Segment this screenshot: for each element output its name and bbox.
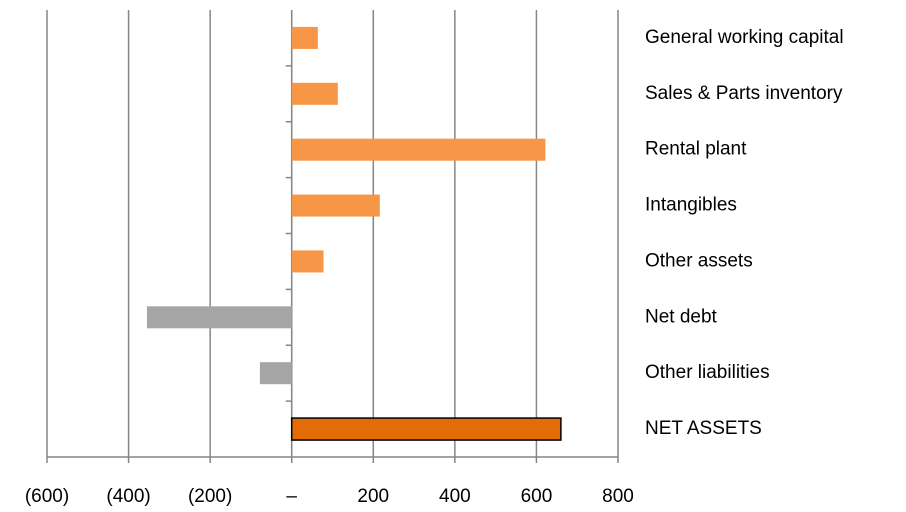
bar: [291, 26, 318, 49]
bar: [259, 362, 292, 385]
category-label: Other assets: [645, 250, 753, 271]
x-tick-label: 600: [521, 486, 553, 507]
x-tick-label: –: [286, 486, 297, 507]
x-tick-label: (400): [106, 486, 150, 507]
bar: [291, 82, 338, 105]
bar: [291, 250, 324, 273]
x-tick-label: (600): [25, 486, 69, 507]
bar: [290, 417, 562, 441]
x-tick-label: 200: [357, 486, 389, 507]
category-label: Intangibles: [645, 195, 737, 216]
bar: [291, 138, 546, 161]
category-label: General working capital: [645, 27, 844, 48]
bar: [146, 306, 292, 329]
x-tick-label: 800: [602, 486, 634, 507]
category-label: NET ASSETS: [645, 418, 762, 439]
category-label: Other liabilities: [645, 362, 770, 383]
category-label: Sales & Parts inventory: [645, 83, 843, 104]
category-label: Rental plant: [645, 139, 747, 160]
x-tick-label: (200): [188, 486, 232, 507]
x-tick-label: 400: [439, 486, 471, 507]
category-label: Net debt: [645, 306, 718, 327]
bar: [291, 194, 380, 217]
